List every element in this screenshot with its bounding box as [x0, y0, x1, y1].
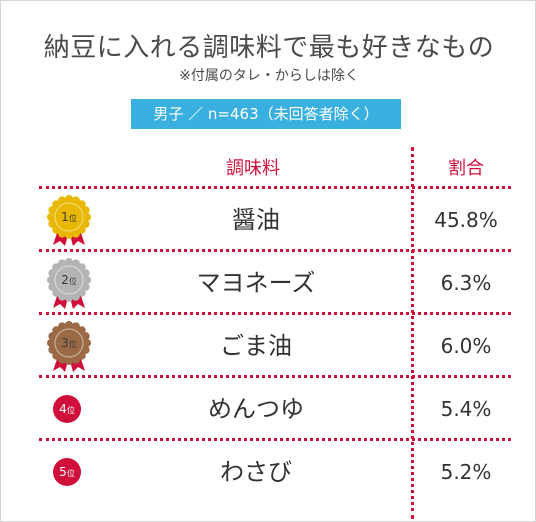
medal-bronze-icon — [47, 321, 91, 372]
seasoning-name: マヨネーズ — [196, 269, 316, 297]
share-value: 45.8% — [434, 208, 498, 232]
share-value: 6.0% — [440, 334, 492, 358]
rank-number: 2 — [61, 273, 69, 287]
chart-title: 納豆に入れる調味料で最も好きなもの — [43, 33, 495, 63]
rank-medal: 2位 — [47, 258, 91, 310]
row-separator — [39, 438, 511, 441]
seasoning-name: わさび — [220, 458, 292, 486]
share-value: 5.2% — [440, 460, 492, 484]
row-separator — [39, 312, 511, 315]
chart-subtitle: ※付属のタレ・からしは除く — [179, 68, 359, 84]
row-separator — [39, 249, 511, 252]
rank-label: 2位 — [51, 268, 87, 292]
column-header-share: 割合 — [448, 158, 484, 179]
rank-suffix: 位 — [66, 469, 75, 478]
medal-inner-ring — [54, 202, 84, 232]
sample-badge: 男子 ／ n=463（未回答者除く） — [131, 99, 401, 129]
seasoning-name: ごま油 — [220, 332, 292, 360]
rank-number: 5 — [59, 465, 67, 479]
medal-rosette — [47, 258, 91, 302]
seasoning-name: 醤油 — [232, 206, 280, 234]
medal-rosette — [47, 195, 91, 239]
rank-label: 1位 — [51, 205, 87, 229]
ranking-row: 5位 わさび 5.2% — [1, 441, 536, 504]
rank-suffix: 位 — [68, 214, 77, 223]
rank-number: 3 — [61, 336, 69, 350]
rank-label: 3位 — [51, 331, 87, 355]
share-value: 5.4% — [440, 397, 492, 421]
medal-body — [51, 262, 87, 298]
rank-suffix: 位 — [68, 277, 77, 286]
rank-label: 5位 — [53, 458, 81, 486]
rank-circle: 4位 — [53, 395, 81, 423]
medal-inner-ring — [54, 328, 84, 358]
medal-body — [51, 199, 87, 235]
rank-circle: 5位 — [53, 458, 81, 486]
share-value: 6.3% — [440, 271, 492, 295]
rank-suffix: 位 — [66, 406, 75, 415]
medal-silver-icon — [47, 258, 91, 309]
seasoning-name: めんつゆ — [208, 395, 304, 423]
rank-number: 4 — [59, 402, 67, 416]
rank-medal: 3位 — [47, 321, 91, 373]
row-separator — [39, 375, 511, 378]
rank-suffix: 位 — [68, 340, 77, 349]
ranking-row: 2位 マヨネーズ 6.3% — [1, 252, 536, 315]
medal-body — [51, 325, 87, 361]
rank-medal: 1位 — [47, 195, 91, 247]
medal-inner-ring — [54, 265, 84, 295]
ranking-row: 4位 めんつゆ 5.4% — [1, 378, 536, 441]
medal-rosette — [47, 321, 91, 365]
ranking-row: 3位 ごま油 6.0% — [1, 315, 536, 378]
column-divider — [411, 147, 414, 519]
medal-gold-icon — [47, 195, 91, 246]
column-header-seasoning: 調味料 — [226, 158, 280, 179]
ranking-row: 1位 醤油 45.8% — [1, 189, 536, 252]
row-separator — [39, 186, 511, 189]
rank-number: 1 — [61, 210, 69, 224]
rank-label: 4位 — [53, 395, 81, 423]
